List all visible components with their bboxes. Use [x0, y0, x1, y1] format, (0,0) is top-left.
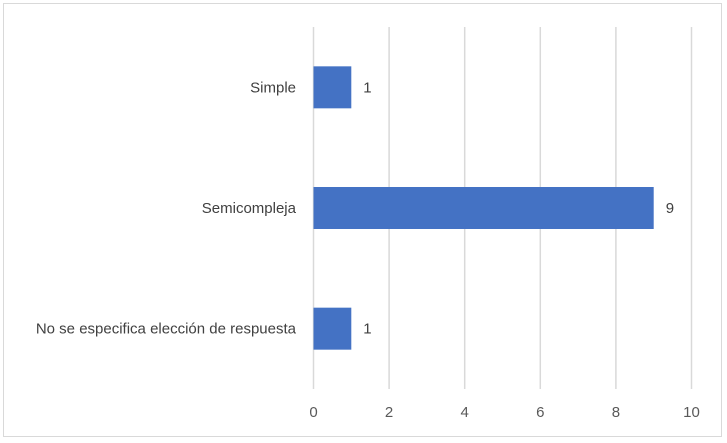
- bar-1: [313, 187, 654, 229]
- data-label-0: 1: [363, 79, 371, 96]
- bar-0: [313, 66, 352, 109]
- category-label-1: Semicompleja: [202, 200, 297, 217]
- category-label-0: Simple: [250, 79, 296, 96]
- x-tick-label-0: 0: [309, 404, 317, 421]
- bar-2: [313, 307, 352, 350]
- data-label-1: 9: [666, 200, 674, 217]
- x-tick-label-4: 4: [461, 404, 469, 421]
- x-tick-label-6: 6: [536, 404, 544, 421]
- x-tick-label-2: 2: [385, 404, 393, 421]
- category-label-2: No se especifica elección de respuesta: [36, 321, 297, 338]
- x-tick-label-10: 10: [683, 404, 700, 421]
- x-tick-label-8: 8: [612, 404, 620, 421]
- data-label-2: 1: [363, 321, 371, 338]
